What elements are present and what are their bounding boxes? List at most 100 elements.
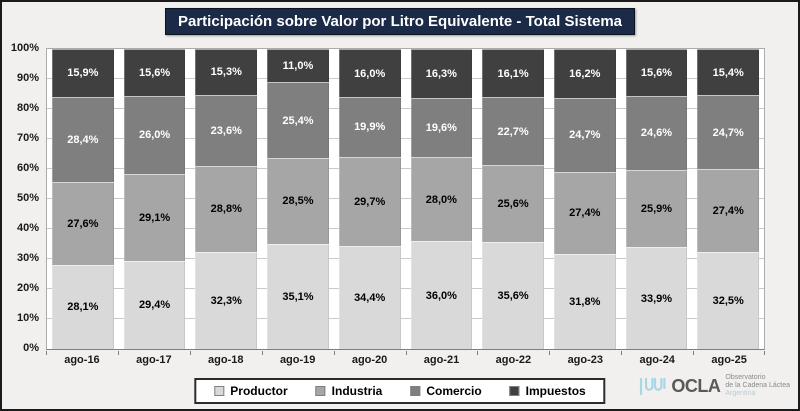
legend-item-productor: Productor — [214, 384, 288, 398]
bar-value-label: 33,9% — [640, 292, 673, 305]
bar-value-label: 24,7% — [712, 126, 744, 139]
bar-value-label: 25,6% — [497, 198, 529, 211]
bar-column-ago-21: 36,0% 28,0% 19,6% 16,3% — [406, 49, 478, 349]
y-tick-label: 80% — [16, 102, 39, 114]
bar-value-label: 35,1% — [282, 290, 314, 303]
x-axis-labels: ago-16 ago-17 ago-18 ago-19 ago-20 ago-21 ago-… — [46, 354, 765, 366]
bar-segment-impuestos-ago-24: 15,6% — [625, 49, 688, 96]
bar-segment-productor-ago-16: 28,1% — [52, 264, 114, 349]
bar-stack: 32,5% 27,4% 24,7% 15,4% — [697, 49, 760, 349]
x-tick-label-ago-19: ago-19 — [279, 354, 316, 366]
bar-segment-impuestos-ago-18: 15,3% — [195, 49, 258, 95]
bar-segment-productor-ago-21: 36,0% — [410, 241, 473, 349]
bar-segment-comercio-ago-25: 24,7% — [697, 95, 760, 170]
x-axis-tick — [46, 351, 47, 355]
legend-label: Comercio — [426, 384, 482, 398]
bar-segment-impuestos-ago-19: 11,0% — [267, 49, 329, 83]
y-tick-label: 40% — [16, 222, 39, 234]
bar-value-label: 28,1% — [67, 301, 99, 314]
bar-value-label: 22,7% — [497, 125, 529, 138]
x-tick-label-ago-23: ago-23 — [567, 354, 604, 366]
bar-value-label: 27,4% — [712, 204, 744, 217]
x-axis-tick — [117, 351, 119, 355]
gridline — [47, 288, 764, 289]
bar-value-label: 29,7% — [354, 195, 386, 208]
y-tick-label: 90% — [16, 72, 39, 84]
bar-value-label: 19,6% — [425, 122, 457, 135]
bar-value-label: 19,9% — [354, 121, 386, 134]
bar-segment-comercio-ago-23: 24,7% — [553, 97, 616, 172]
bar-stack: 33,9% 25,9% 24,6% 15,6% — [625, 49, 688, 349]
ocla-org-text: Observatorio de la Cadena Láctea Argenti… — [725, 374, 790, 398]
bar-segment-productor-ago-20: 34,4% — [338, 245, 401, 349]
x-tick-label-ago-22: ago-22 — [495, 354, 532, 366]
x-tick-label-ago-21: ago-21 — [423, 354, 460, 366]
x-axis-tick — [621, 351, 623, 355]
bars: 28,1% 27,6% 28,4% 15,9% 29,4% 29,1% 26,0% 15,6%… — [47, 49, 764, 349]
gridline — [47, 168, 764, 169]
gridline — [47, 78, 764, 79]
bar-segment-industria-ago-16: 27,6% — [52, 181, 114, 265]
bar-value-label: 16,2% — [569, 67, 601, 80]
y-tick-label: 70% — [16, 132, 39, 144]
bar-segment-industria-ago-19: 28,5% — [267, 158, 329, 244]
bar-segment-industria-ago-22: 25,6% — [482, 165, 544, 243]
bar-segment-productor-ago-18: 32,3% — [195, 252, 258, 349]
bar-segment-industria-ago-20: 29,7% — [338, 156, 401, 246]
y-tick-label: 50% — [16, 192, 39, 204]
bar-value-label: 25,4% — [282, 114, 314, 127]
bar-segment-industria-ago-25: 27,4% — [697, 169, 760, 252]
bar-value-label: 25,9% — [640, 202, 673, 215]
legend-item-industria: Industria — [315, 384, 383, 398]
bar-column-ago-18: 32,3% 28,8% 23,6% 15,3% — [190, 49, 262, 349]
gridline — [47, 108, 764, 109]
legend-label: Industria — [331, 384, 383, 398]
bar-value-label: 15,6% — [640, 66, 673, 79]
bar-value-label: 34,4% — [354, 291, 386, 304]
bar-column-ago-20: 34,4% 29,7% 19,9% 16,0% — [334, 49, 406, 349]
bar-column-ago-22: 35,6% 25,6% 22,7% 16,1% — [477, 49, 549, 349]
bar-segment-comercio-ago-19: 25,4% — [267, 82, 329, 159]
bar-value-label: 16,1% — [497, 67, 529, 80]
x-axis: ago-16 ago-17 ago-18 ago-19 ago-20 ago-21 ago-… — [46, 351, 765, 369]
bar-segment-comercio-ago-17: 26,0% — [123, 95, 186, 174]
y-tick-label: 100% — [10, 42, 39, 54]
bar-stack: 35,1% 28,5% 25,4% 11,0% — [267, 49, 329, 349]
bar-value-label: 15,9% — [67, 67, 99, 80]
bar-value-label: 24,6% — [640, 127, 673, 140]
bar-stack: 28,1% 27,6% 28,4% 15,9% — [52, 49, 114, 349]
bar-segment-industria-ago-17: 29,1% — [123, 173, 186, 261]
bar-value-label: 29,1% — [138, 211, 171, 224]
bar-segment-productor-ago-23: 31,8% — [553, 253, 616, 349]
bar-value-label: 15,6% — [138, 66, 171, 79]
x-axis-tick — [693, 351, 695, 355]
bar-segment-comercio-ago-24: 24,6% — [625, 95, 688, 170]
bar-segment-comercio-ago-22: 22,7% — [482, 97, 544, 166]
x-tick-label-ago-18: ago-18 — [208, 354, 244, 366]
bar-segment-impuestos-ago-23: 16,2% — [553, 49, 616, 98]
bar-value-label: 28,5% — [282, 195, 314, 208]
bar-segment-industria-ago-23: 27,4% — [553, 171, 616, 254]
legend: Productor Industria Comercio Impuestos — [194, 378, 606, 404]
x-tick-label-ago-20: ago-20 — [351, 354, 388, 366]
bar-segment-productor-ago-17: 29,4% — [123, 260, 186, 349]
y-axis: 0% 10% 20% 30% 40% 50% 60% 70% 80% 90% 100% — [2, 42, 42, 354]
legend-swatch-icon — [509, 386, 520, 396]
x-axis-tick — [333, 351, 335, 355]
bar-stack: 35,6% 25,6% 22,7% 16,1% — [482, 49, 544, 349]
bar-column-ago-23: 31,8% 27,4% 24,7% 16,2% — [549, 49, 621, 349]
bar-segment-industria-ago-18: 28,8% — [195, 165, 258, 253]
x-axis-tick — [549, 351, 551, 355]
bar-segment-industria-ago-24: 25,9% — [625, 169, 688, 248]
plot-area: 28,1% 27,6% 28,4% 15,9% 29,4% 29,1% 26,0% 15,6%… — [46, 48, 765, 350]
bar-value-label: 32,3% — [210, 295, 242, 308]
x-axis-tick — [261, 351, 263, 355]
ocla-org-line1: Observatorio — [725, 374, 766, 381]
y-tick-label: 20% — [16, 282, 39, 294]
bar-stack: 36,0% 28,0% 19,6% 16,3% — [410, 49, 473, 349]
x-axis-tick — [764, 351, 765, 355]
ocla-logo: OCLA Observatorio de la Cadena Láctea Ar… — [639, 374, 790, 398]
legend-item-comercio: Comercio — [410, 384, 482, 398]
bar-segment-industria-ago-21: 28,0% — [410, 157, 473, 241]
